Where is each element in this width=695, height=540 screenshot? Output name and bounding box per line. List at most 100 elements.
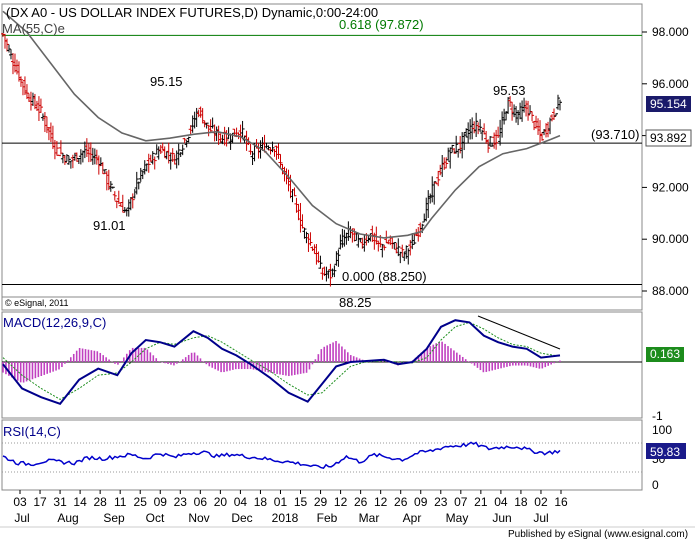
fib-000-label: 0.000 (88.250): [342, 269, 427, 284]
price-bar: [278, 154, 283, 168]
rsi-value: 59.83: [650, 445, 680, 459]
panel-frames: [1, 3, 643, 491]
x-axis-date-label: 04: [494, 495, 508, 509]
price-bar: [486, 139, 491, 153]
x-axis-date-label: 25: [134, 495, 148, 509]
x-axis-month-label: Dec: [231, 511, 252, 525]
price-bar: [444, 157, 449, 169]
price-bar: [6, 44, 11, 53]
x-axis-month-label: Jul: [533, 511, 548, 525]
x-axis-month-label: May: [446, 511, 469, 525]
x-axis-date-label: 26: [354, 495, 368, 509]
x-axis-date-label: 15: [294, 495, 308, 509]
x-axis-date-label: 17: [33, 495, 47, 509]
x-axis-date-label: 21: [474, 495, 488, 509]
price-axis-label: 92.000: [652, 180, 689, 194]
x-axis-date-label: 11: [114, 495, 127, 509]
x-axis-date-label: 18: [514, 495, 528, 509]
fib-618-label: 0.618 (97.872): [339, 17, 424, 32]
price-bar: [526, 100, 531, 121]
rsi-value-box: [646, 443, 686, 459]
price-bar: [100, 162, 105, 175]
price-bar: [108, 181, 113, 192]
price-bar: [554, 113, 559, 117]
price-bar: [54, 141, 59, 156]
price-bar: [24, 84, 29, 100]
price-bar: [150, 151, 155, 165]
macd-value-box: [646, 347, 684, 362]
x-axis-month-label: Nov: [188, 511, 209, 525]
price-bar: [380, 244, 385, 258]
price-bar: [454, 135, 459, 154]
price-bar: [270, 141, 275, 153]
price-axis-label: 90.000: [652, 232, 689, 246]
x-axis-date-label: 29: [314, 495, 328, 509]
x-axis-date-label: 14: [73, 495, 87, 509]
macd-histogram: [2, 340, 561, 383]
price-bar: [180, 144, 185, 156]
price-axis-label: 98.000: [652, 25, 689, 39]
x-axis-date-label: 09: [154, 495, 168, 509]
x-axis-month-label: Sep: [103, 511, 125, 525]
x-axis-date-label: 28: [93, 495, 107, 509]
price-bar: [318, 255, 323, 269]
x-axis-month-label: Oct: [146, 511, 165, 525]
price-bar: [62, 154, 67, 165]
price-bar: [186, 136, 191, 143]
x-axis-date-label: 26: [394, 495, 408, 509]
x-axis-date-label: 06: [194, 495, 208, 509]
rsi-line: [2, 441, 561, 470]
x-axis-date-label: 16: [554, 495, 568, 509]
x-axis-date-label: 12: [334, 495, 348, 509]
copyright: © eSignal, 2011: [5, 298, 69, 308]
x-axis-date-label: 31: [53, 495, 67, 509]
price-bar: [336, 249, 341, 267]
x-axis-date-label: 12: [374, 495, 388, 509]
macd-value: 0.163: [650, 347, 680, 361]
price-bar: [112, 191, 117, 201]
price-bar: [146, 153, 151, 173]
x-axis-month-label: Mar: [359, 511, 380, 525]
ma-value-box: [645, 129, 692, 147]
price-bar: [382, 245, 387, 251]
price-bar: [158, 144, 163, 154]
x-axis-date-label: 03: [13, 495, 27, 509]
x-axis-date-label: 07: [454, 495, 468, 509]
support-label: (93.710): [591, 127, 639, 142]
price-bar: [56, 154, 61, 157]
price-bar: [328, 263, 333, 287]
price-bar: [204, 122, 209, 129]
price-bar: [474, 112, 479, 138]
price-bar: [400, 244, 405, 257]
price-bar: [130, 193, 135, 209]
low-2-label: 88.25: [339, 295, 372, 310]
price-bar: [432, 181, 437, 205]
price-bar: [110, 186, 115, 189]
x-axis-date-label: 04: [234, 495, 248, 509]
x-axis-month-label: Aug: [57, 511, 78, 525]
price-bar: [308, 232, 313, 246]
ma-label: MA(55,C)e: [2, 21, 65, 36]
price-bar: [38, 98, 43, 113]
price-bar: [64, 154, 69, 162]
price-bars: [1, 32, 562, 287]
price-bar: [392, 242, 397, 250]
price-bar: [300, 214, 305, 229]
ma-55-line: [2, 10, 561, 239]
price-bar: [540, 132, 545, 141]
macd-line: [2, 319, 561, 405]
high-1-label: 95.15: [150, 74, 183, 89]
rsi-tick-0: 0: [652, 478, 659, 492]
price-bar: [292, 187, 297, 197]
price-bar: [136, 181, 141, 190]
x-axis-date-label: 23: [174, 495, 188, 509]
price-bar: [4, 38, 9, 52]
x-axis-date-label: 23: [434, 495, 448, 509]
price-axis-label: 88.000: [652, 284, 689, 298]
price-bar: [494, 129, 499, 150]
x-axis-date-label: 18: [254, 495, 268, 509]
x-axis-month-label: 2018: [272, 511, 299, 525]
price-bar: [478, 119, 483, 132]
price-bar: [396, 238, 401, 257]
